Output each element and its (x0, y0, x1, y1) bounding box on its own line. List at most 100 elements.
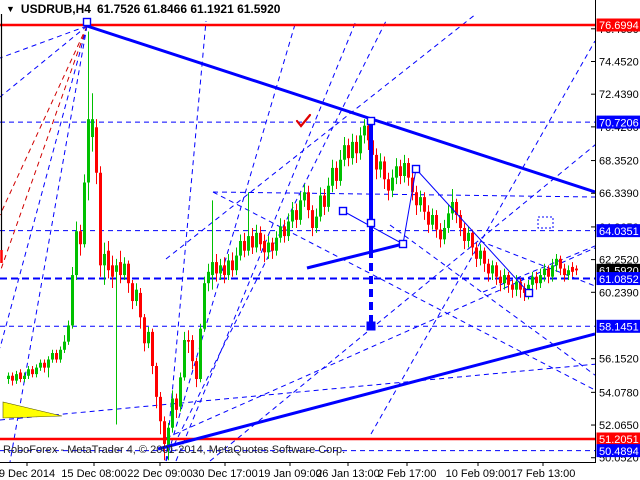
candle-body (483, 250, 486, 264)
candle-body (243, 240, 246, 251)
candle-body (407, 163, 410, 178)
candle-body (119, 262, 122, 276)
price-highlight-box (596, 224, 640, 238)
candle-body (347, 145, 350, 159)
dashed-box (537, 216, 554, 229)
candle-body (27, 369, 30, 376)
candle-body (575, 268, 578, 271)
candle-body (171, 398, 174, 428)
candle-body (71, 275, 74, 326)
candle-body (327, 185, 330, 207)
candle-body (191, 340, 194, 362)
selection-handle (366, 218, 376, 228)
candle-body (123, 263, 126, 276)
candle-body (419, 197, 422, 206)
candle-body (495, 265, 498, 277)
dashed-trend-line (0, 25, 88, 349)
candle-body (75, 231, 78, 276)
candle-body (367, 125, 370, 141)
price-tick-label: 66.3390 (599, 188, 639, 200)
candle-body (111, 265, 114, 277)
candle-body (47, 359, 50, 368)
candle-body (331, 167, 334, 186)
price-highlight-box (596, 115, 640, 129)
dashed-trend-line (370, 40, 595, 435)
candle-body (487, 263, 490, 274)
candle-body (115, 265, 118, 272)
candle-body (563, 268, 566, 276)
candle-body (103, 253, 106, 266)
candle-body (311, 210, 314, 228)
candle-body (339, 159, 342, 181)
candle-body (411, 177, 414, 193)
thick-trendline (157, 332, 595, 451)
price-highlight-label: 50.4894 (599, 446, 639, 458)
candle-body (247, 236, 250, 251)
candle-body (51, 353, 54, 360)
candle-body (135, 289, 138, 302)
dashed-trend-line (165, 13, 477, 260)
candle-body (455, 201, 458, 215)
candle-body (375, 154, 378, 170)
candle-body (475, 247, 478, 259)
candle-body (383, 161, 386, 180)
candle-body (491, 265, 494, 274)
copyright-label: RoboForex - MetaTrader 4, © 2001-2014, M… (3, 444, 346, 456)
candle-body (467, 232, 470, 241)
candle-body (391, 177, 394, 191)
chart-title: ▼ USDRUB,H4 61.7526 61.8466 61.1921 61.5… (6, 2, 280, 16)
candle-body (131, 283, 134, 302)
price-highlight-label: 51.2051 (599, 434, 639, 446)
candle-body (359, 135, 362, 154)
candle-body (39, 362, 42, 368)
candle-body (547, 268, 550, 277)
symbol-period-label: USDRUB,H4 (20, 2, 91, 16)
candle-body (287, 221, 290, 237)
candle-body (183, 340, 186, 378)
candle-body (431, 214, 434, 225)
candle-body (567, 270, 570, 276)
candle-body (55, 353, 58, 360)
candle-body (279, 226, 282, 238)
candle-body (439, 229, 442, 240)
candle-body (251, 236, 254, 248)
dashed-trend-line (389, 224, 595, 376)
candle-body (235, 255, 238, 271)
time-tick-label: 17 Feb 13:00 (511, 468, 576, 480)
candle-body (503, 275, 506, 284)
candle-body (535, 276, 538, 284)
thin-trendline (402, 168, 417, 245)
candle-body (19, 372, 22, 379)
candle-body (343, 145, 346, 160)
candle-body (315, 216, 318, 228)
dashed-trend-line (165, 20, 207, 462)
dashed-trend-line (0, 363, 595, 421)
candle-body (63, 341, 66, 350)
thick-trendline (306, 242, 404, 270)
candle-body (307, 192, 310, 211)
check-mark (295, 113, 312, 128)
candle-body (43, 362, 46, 368)
price-highlight-box (596, 272, 640, 286)
candle-body (211, 262, 214, 276)
candle-body (459, 214, 462, 228)
candle-body (147, 331, 150, 344)
candle-body (175, 398, 178, 410)
candle-body (263, 240, 266, 253)
candle-body (303, 192, 306, 201)
candle-body (179, 377, 182, 407)
candle-body (15, 374, 18, 381)
candle-body (283, 226, 286, 237)
price-highlight-label: 76.6994 (599, 20, 639, 32)
candle-body (79, 231, 82, 245)
price-tick-label: 60.2390 (599, 287, 639, 299)
candle-body (219, 265, 222, 274)
time-tick-label: 9 Dec 2014 (0, 468, 55, 480)
price-tick-label: 52.0650 (599, 420, 639, 432)
symbol-dropdown-icon: ▼ (6, 3, 15, 14)
candle-body (427, 211, 430, 225)
candle-body (95, 127, 98, 173)
candle-body (227, 260, 230, 276)
time-tick-label: 19 Jan 09:00 (258, 468, 322, 480)
